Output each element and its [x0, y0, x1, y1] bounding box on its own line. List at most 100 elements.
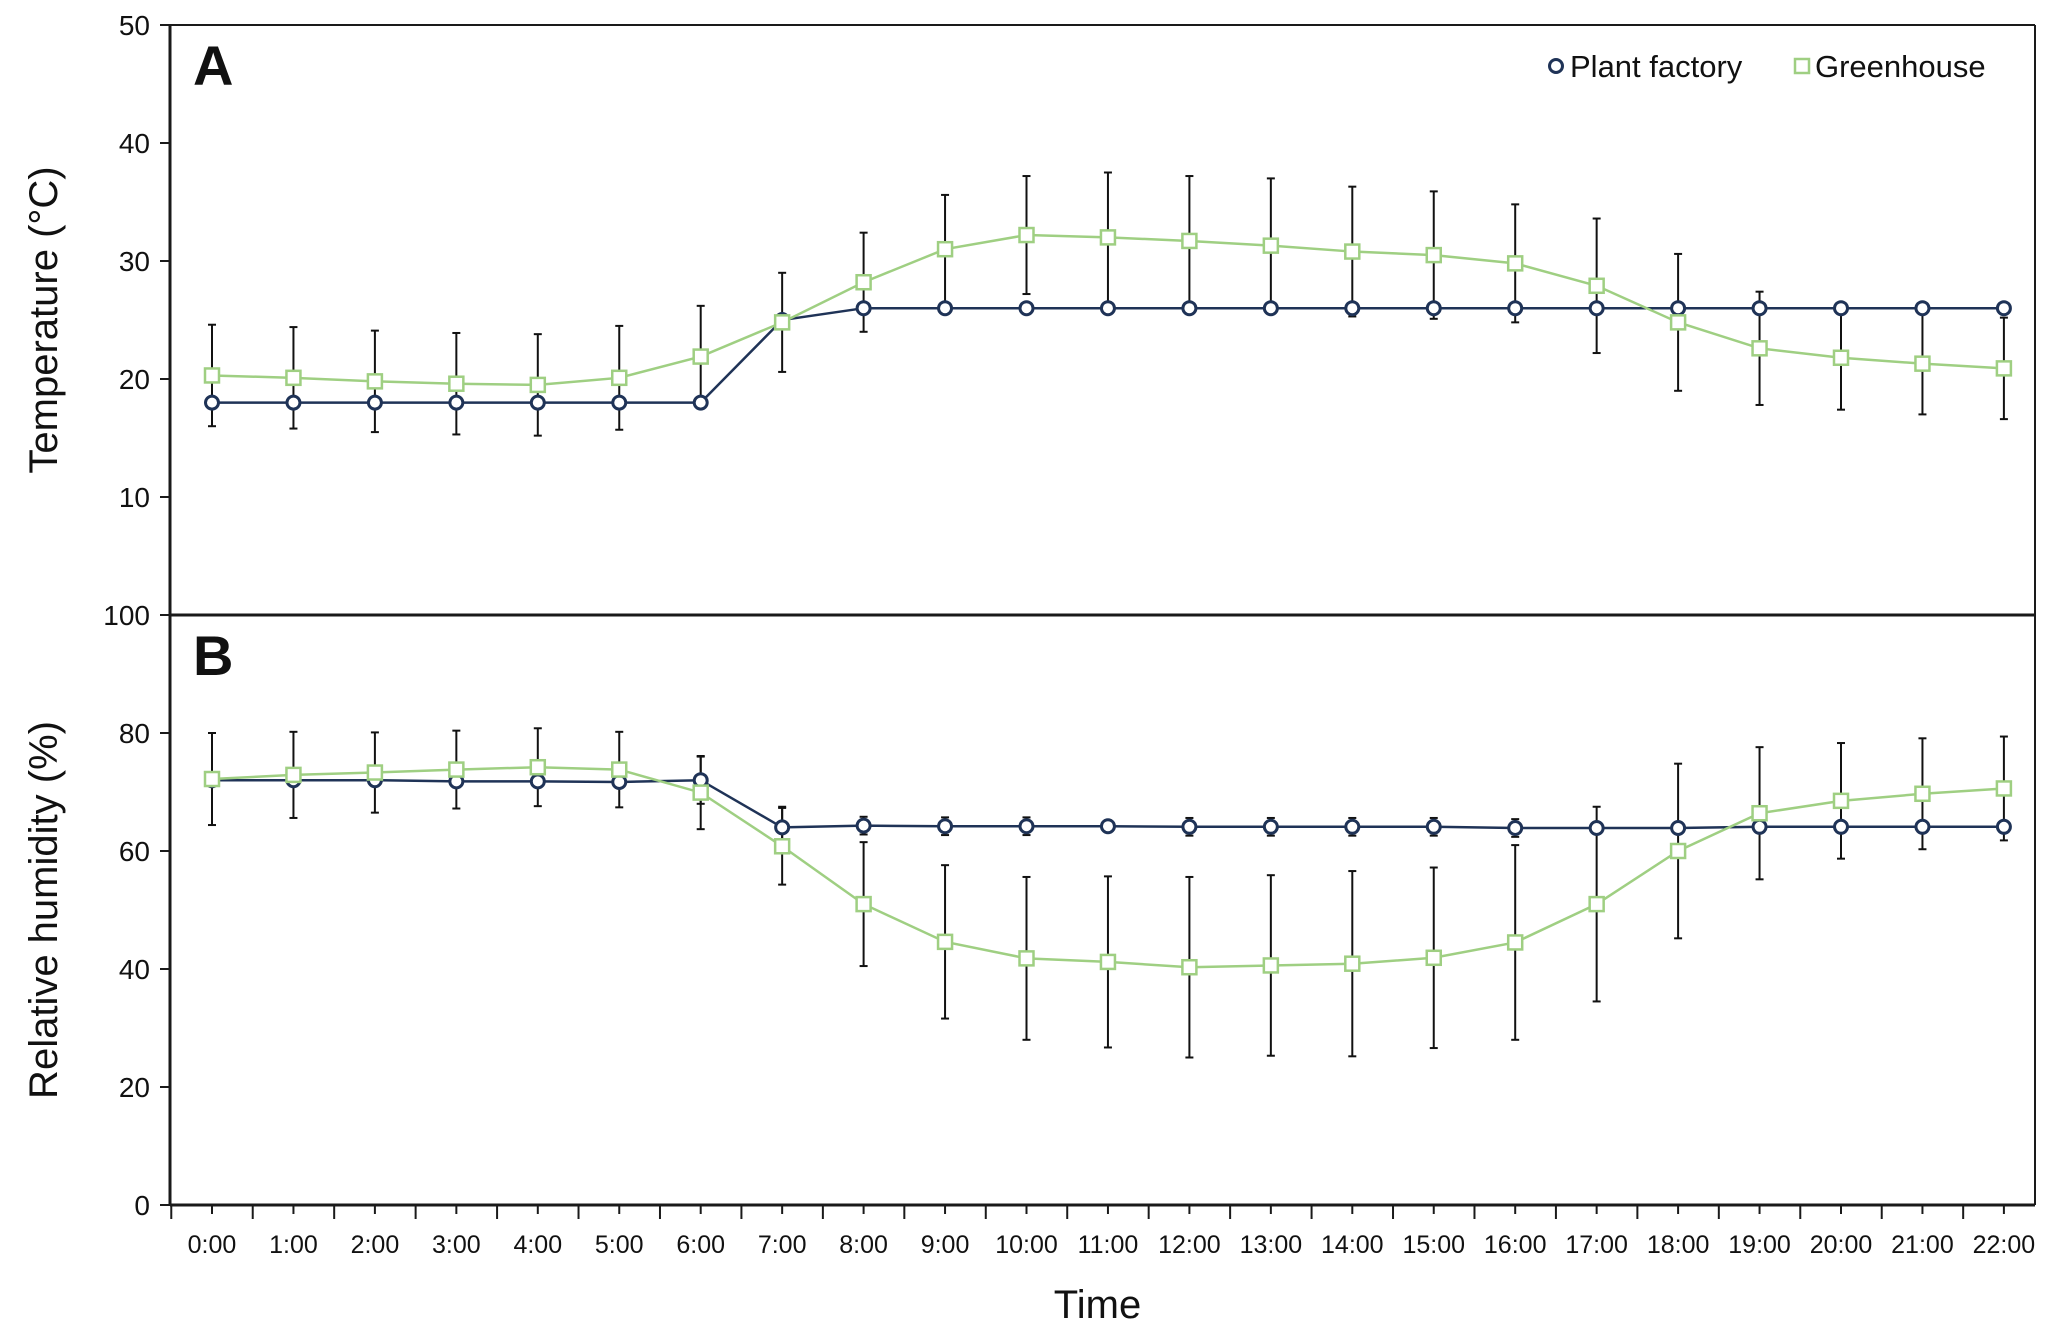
series-line-plant-factory — [212, 306, 2004, 404]
x-tick-label: 15:00 — [1402, 1231, 1465, 1259]
y-tick-label: 10 — [119, 482, 150, 513]
data-point-greenhouse — [285, 369, 302, 387]
data-point-greenhouse — [1669, 314, 1687, 331]
x-tick-label: 6:00 — [676, 1231, 725, 1259]
x-tick-label: 1:00 — [269, 1231, 318, 1259]
data-point-plant-factory — [1507, 300, 1524, 317]
data-point-plant-factory — [1181, 300, 1198, 317]
data-point-plant-factory — [1833, 818, 1849, 835]
panel-label: A — [193, 34, 233, 97]
y-tick-label: 30 — [119, 246, 150, 277]
data-point-plant-factory — [448, 394, 465, 411]
data-point-greenhouse — [366, 764, 384, 781]
data-point-greenhouse — [1588, 277, 1605, 295]
y-tick-label: 40 — [119, 128, 150, 159]
data-point-plant-factory — [1018, 818, 1035, 835]
x-tick-label: 2:00 — [351, 1231, 400, 1259]
data-point-greenhouse — [936, 240, 954, 258]
data-point-plant-factory — [1995, 300, 2012, 317]
data-point-greenhouse — [692, 348, 709, 365]
data-point-plant-factory — [204, 394, 220, 411]
x-tick-label: 13:00 — [1240, 1231, 1303, 1259]
data-point-plant-factory — [1181, 818, 1198, 835]
y-tick-label: 60 — [119, 836, 150, 867]
data-point-plant-factory — [1751, 300, 1768, 317]
data-point-greenhouse — [1262, 237, 1280, 254]
y-axis-title: Temperature (°C) — [22, 166, 66, 473]
y-tick-label: 20 — [119, 364, 150, 395]
chart-frame-layer — [160, 24, 2036, 1219]
x-tick-label: 0:00 — [188, 1231, 237, 1259]
data-point-greenhouse — [1099, 229, 1117, 246]
data-point-greenhouse — [1751, 340, 1768, 357]
data-point-greenhouse — [366, 373, 384, 390]
panel-label: B — [193, 624, 233, 687]
x-tick-label: 8:00 — [839, 1231, 888, 1259]
data-point-greenhouse — [529, 376, 547, 394]
data-point-greenhouse — [203, 367, 221, 384]
data-point-plant-factory — [1262, 818, 1279, 835]
data-point-greenhouse — [1018, 950, 1035, 967]
data-point-greenhouse — [1914, 785, 1931, 803]
data-point-plant-factory — [529, 394, 546, 411]
data-point-greenhouse — [773, 838, 791, 855]
x-tick-label: 20:00 — [1810, 1231, 1873, 1259]
x-tick-label: 11:00 — [1078, 1231, 1139, 1259]
data-point-plant-factory — [1588, 819, 1605, 836]
data-point-greenhouse — [773, 314, 791, 331]
data-point-greenhouse — [1832, 792, 1850, 810]
x-tick-label: 7:00 — [758, 1231, 807, 1259]
x-tick-label: 4:00 — [513, 1231, 562, 1259]
text-layer: 0:00 1:00 2:00 3:00 4:00 5:00 6:00 7:00 8:00 9:00… — [22, 10, 2035, 1327]
data-point-greenhouse — [1751, 804, 1768, 822]
data-point-greenhouse — [1832, 349, 1850, 367]
data-point-plant-factory — [529, 773, 546, 790]
data-point-plant-factory — [1914, 300, 1931, 317]
data-point-plant-factory — [1507, 819, 1524, 836]
data-point-plant-factory — [1670, 300, 1687, 317]
y-tick-label: 20 — [119, 1072, 150, 1103]
x-tick-label: 18:00 — [1647, 1231, 1710, 1259]
data-point-plant-factory — [1833, 300, 1849, 317]
data-point-plant-factory — [1914, 818, 1931, 835]
data-point-greenhouse — [1344, 955, 1361, 972]
data-point-greenhouse — [1344, 243, 1361, 260]
data-point-greenhouse — [1995, 780, 2013, 797]
marker-layer — [203, 57, 2013, 976]
data-point-plant-factory — [1344, 818, 1361, 835]
legend-marker-greenhouse — [1793, 57, 1811, 75]
data-point-greenhouse — [1425, 246, 1442, 264]
data-point-greenhouse — [1099, 953, 1117, 971]
data-point-plant-factory — [937, 300, 954, 317]
x-tick-label: 9:00 — [921, 1231, 970, 1259]
y-tick-label: 80 — [119, 718, 150, 749]
data-point-greenhouse — [692, 784, 709, 801]
data-point-greenhouse — [1018, 226, 1035, 244]
legend-label-plant-factory: Plant factory — [1570, 49, 1743, 84]
x-tick-label: 14:00 — [1321, 1231, 1384, 1259]
data-point-plant-factory — [1751, 818, 1768, 835]
x-tick-label: 10:00 — [995, 1231, 1058, 1259]
data-point-plant-factory — [1588, 300, 1605, 317]
data-point-plant-factory — [285, 394, 302, 411]
data-point-greenhouse — [611, 761, 628, 778]
x-tick-label: 17:00 — [1565, 1231, 1628, 1259]
data-point-plant-factory — [1670, 819, 1687, 836]
data-point-plant-factory — [1344, 300, 1361, 317]
data-point-greenhouse — [529, 758, 547, 776]
data-point-plant-factory — [692, 394, 709, 411]
data-point-greenhouse — [285, 766, 302, 784]
data-point-greenhouse — [448, 375, 465, 392]
data-point-greenhouse — [1181, 958, 1198, 976]
data-point-plant-factory — [1995, 818, 2012, 835]
x-tick-label: 16:00 — [1484, 1231, 1547, 1259]
data-point-greenhouse — [1669, 842, 1687, 860]
x-tick-label: 21:00 — [1891, 1231, 1954, 1259]
y-tick-label: 40 — [119, 954, 150, 985]
x-tick-label: 5:00 — [595, 1231, 644, 1259]
y-tick-label: 0 — [134, 1190, 150, 1221]
data-point-plant-factory — [1425, 300, 1442, 317]
x-tick-label: 22:00 — [1973, 1231, 2036, 1259]
